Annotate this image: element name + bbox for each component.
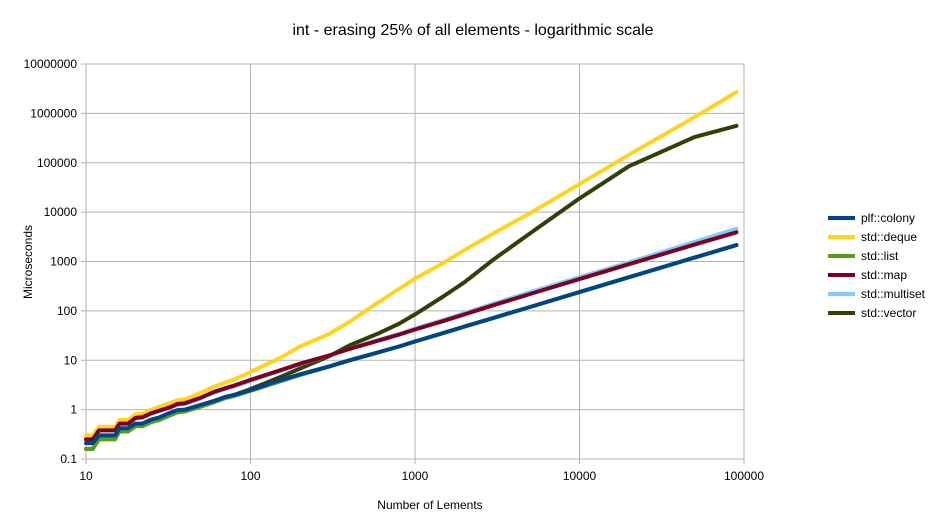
x-axis-tick-labels: 10 100 1000 10000 100000 — [79, 469, 764, 483]
series-line-plf-colony — [84, 243, 739, 446]
legend-label-std-list: std::list — [861, 249, 899, 263]
series-lines — [84, 90, 739, 451]
legend-label-std-multiset: std::multiset — [861, 287, 926, 301]
y-tick-label: 10000000 — [24, 57, 78, 71]
y-tick-label: 0.1 — [60, 452, 77, 466]
y-axis-label: Microseconds — [21, 225, 35, 299]
series-line-std-deque — [84, 90, 739, 438]
y-tick-label: 10000 — [44, 205, 78, 219]
legend-label-std-vector: std::vector — [861, 306, 916, 320]
y-tick-label: 100000 — [37, 156, 77, 170]
x-tick-label: 100000 — [724, 469, 764, 483]
legend-label-std-map: std::map — [861, 268, 907, 282]
y-axis-tick-labels: 0.1 1 10 100 1000 10000 100000 1000000 10000000 — [24, 57, 78, 466]
x-tick-label: 10000 — [563, 469, 597, 483]
legend-label-std-deque: std::deque — [861, 230, 917, 244]
y-tick-label: 1 — [70, 403, 77, 417]
y-tick-label: 1000000 — [30, 106, 77, 120]
plot-area-border — [85, 63, 745, 460]
x-tick-label: 1000 — [402, 469, 429, 483]
y-tick-label: 100 — [57, 304, 77, 318]
chart-title: int - erasing 25% of all elements - loga… — [292, 22, 653, 39]
legend: plf::colonystd::dequestd::liststd::mapst… — [828, 211, 926, 320]
x-tick-label: 10 — [79, 469, 93, 483]
y-tick-label: 10 — [64, 353, 78, 367]
x-axis-label: Number of Lements — [377, 498, 482, 512]
series-line-std-map — [84, 230, 739, 442]
legend-label-plf-colony: plf::colony — [861, 211, 915, 225]
y-tick-label: 1000 — [50, 255, 77, 269]
x-tick-label: 100 — [240, 469, 260, 483]
